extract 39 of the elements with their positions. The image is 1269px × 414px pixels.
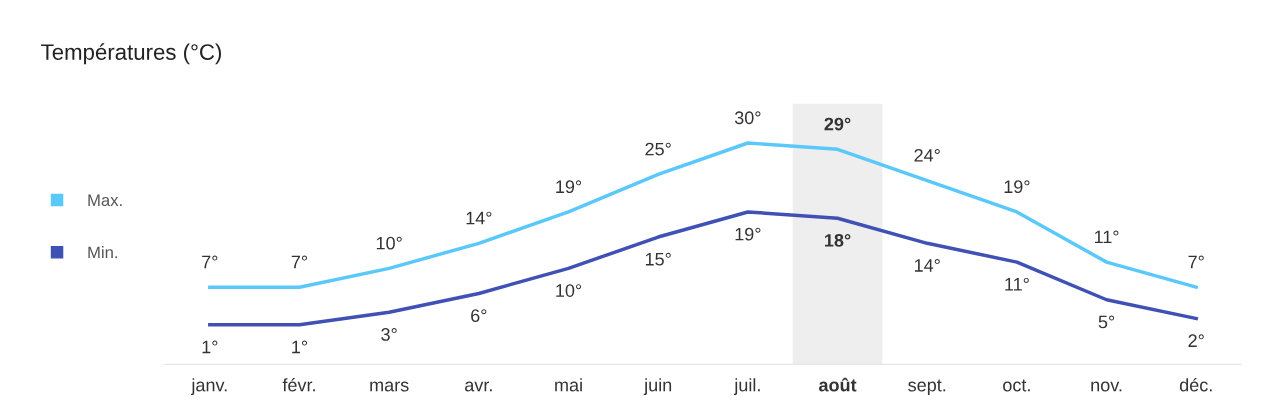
data-label: 7°: [291, 255, 308, 269]
x-tick-label: mai: [555, 378, 582, 392]
data-label: 10°: [556, 284, 582, 297]
data-label: 14°: [466, 211, 492, 225]
data-label: 3°: [381, 328, 397, 341]
x-tick-label: oct.: [1003, 379, 1030, 392]
data-label: 11°: [1094, 230, 1119, 244]
x-tick-label: sept.: [908, 379, 946, 396]
data-label: 7°: [1188, 255, 1204, 269]
data-label: 11°: [1005, 277, 1029, 291]
data-label: 14°: [914, 259, 940, 272]
data-label: 5°: [1098, 315, 1115, 329]
x-tick-label: mars: [370, 381, 409, 392]
x-tick-label: févr.: [282, 378, 315, 392]
x-tick-label: juil.: [733, 378, 760, 396]
data-label: 1°: [202, 340, 218, 354]
data-label: 1°: [292, 340, 308, 354]
legend-label: Max.: [88, 194, 122, 207]
data-label: 30°: [734, 111, 761, 125]
data-label: 19°: [1004, 180, 1030, 194]
data-label: 10°: [376, 236, 402, 250]
data-label: 25°: [645, 142, 671, 156]
data-label: 24°: [914, 148, 940, 162]
x-tick-label: avr.: [465, 381, 492, 392]
data-label: 7°: [202, 255, 218, 269]
data-label: 2°: [1188, 334, 1204, 347]
x-tick-label: août: [819, 377, 857, 392]
data-label: 18°: [825, 233, 851, 247]
x-tick-label: janv.: [190, 378, 227, 396]
x-tick-label: nov.: [1091, 381, 1122, 392]
x-tick-label: déc.: [1179, 378, 1212, 392]
data-label: 19°: [556, 180, 582, 194]
data-label: 19°: [735, 227, 761, 241]
legend-label: Min.: [88, 246, 118, 259]
x-tick-label: juin: [643, 378, 672, 396]
data-label: 6°: [471, 309, 487, 323]
chart-title: Températures (°C): [41, 43, 221, 65]
data-label: 29°: [824, 117, 851, 131]
data-label: 15°: [645, 252, 671, 266]
